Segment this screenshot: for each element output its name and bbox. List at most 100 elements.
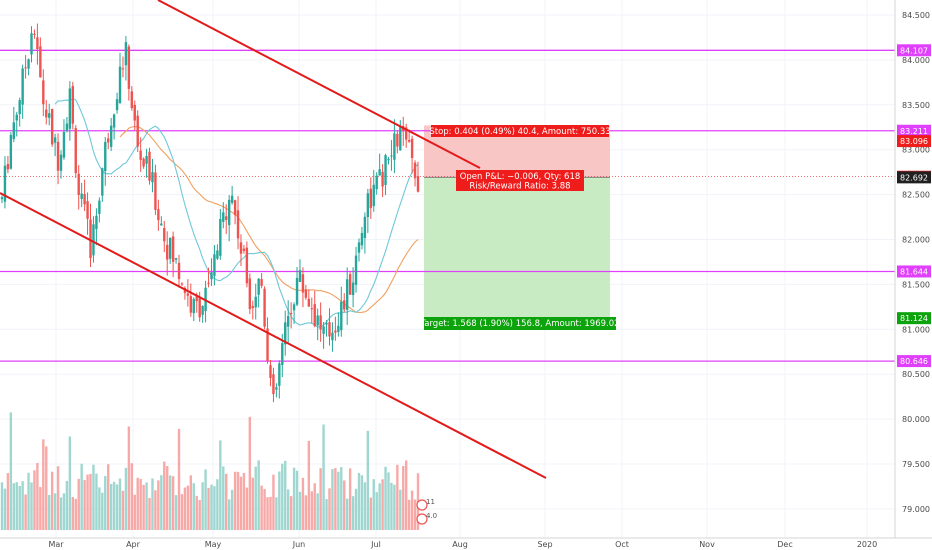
volume-bar [396, 464, 399, 530]
candle-body [98, 200, 101, 214]
candle-body [9, 135, 13, 169]
volume-bar [348, 468, 352, 530]
candle-body [33, 33, 36, 35]
volume-bar [301, 477, 305, 530]
candle-body [77, 173, 80, 195]
volume-bar [0, 482, 4, 530]
candle-body [160, 223, 163, 226]
candle-body [310, 308, 313, 310]
candle-body [112, 114, 116, 128]
volume-bar [89, 473, 92, 530]
candle-body [372, 184, 375, 207]
candle-body [48, 113, 51, 118]
candle-body [68, 88, 72, 129]
volume-bar [74, 498, 77, 530]
event-badges[interactable]: 11 4.0 [416, 498, 437, 525]
volume-bar [275, 497, 278, 530]
candle-body [166, 244, 169, 260]
candle-body [95, 215, 98, 230]
volume-bar [21, 481, 24, 530]
candle-body [74, 128, 77, 174]
candle-body [369, 188, 372, 209]
candle-body [340, 301, 343, 331]
trendlines[interactable] [0, 0, 547, 479]
volume-bar [319, 468, 322, 530]
candle-body [225, 216, 228, 220]
volume-bar [174, 495, 178, 530]
y-tick-labels: 84.500 84.000 83.500 83.000 82.500 82.000 81.5… [902, 11, 930, 514]
volume-bar [142, 484, 145, 530]
candle-body [30, 33, 33, 55]
candle-body [375, 175, 378, 190]
volume-bar [269, 496, 272, 530]
x-tick-label: Mar [48, 540, 64, 549]
candle-body [387, 159, 390, 161]
volume-bar [118, 478, 122, 530]
volume-bar [42, 439, 45, 530]
badge-icon[interactable] [416, 513, 428, 525]
volume-bar [59, 497, 63, 530]
volume-bar [56, 466, 60, 530]
volume-bar [3, 488, 7, 530]
candle-body [168, 237, 172, 259]
y-tick-label: 79.500 [902, 460, 930, 469]
candle-body [157, 209, 160, 221]
x-tick-label: Jul [370, 540, 381, 549]
volume-bar [6, 473, 10, 530]
candle-body [410, 138, 414, 159]
candle-body [399, 125, 402, 151]
level-price-tag [897, 124, 931, 137]
candle-body [233, 200, 237, 216]
volume-bar [410, 490, 414, 530]
candle-body [83, 193, 86, 205]
candle-body [45, 109, 48, 118]
candle-body [62, 131, 66, 158]
candle-body [109, 125, 113, 147]
volume-bar [266, 497, 269, 530]
volume-bar [307, 440, 311, 530]
candle-body [390, 155, 393, 157]
candle-body [295, 277, 299, 305]
volume-bar [198, 499, 201, 530]
volume-bar [227, 499, 231, 530]
candle-body [130, 91, 134, 109]
time-axis[interactable] [0, 537, 932, 550]
volume-bar [245, 487, 249, 530]
candle-body [363, 216, 367, 239]
candle-body [12, 122, 16, 140]
volume-bar [328, 488, 331, 530]
candle-body [86, 201, 89, 219]
volume-bar [104, 476, 107, 530]
candle-body [366, 193, 370, 218]
candle-body [245, 247, 249, 284]
volume-bar [115, 484, 119, 530]
moving-average-line [54, 98, 419, 328]
volume-bar [53, 493, 57, 530]
candle-body [289, 312, 293, 314]
level-price-tag-text: 80.646 [900, 357, 928, 366]
y-tick-label: 83.000 [902, 146, 930, 155]
candle-body [307, 298, 311, 307]
candle-body [56, 141, 60, 171]
volume-bar [281, 463, 284, 530]
target-box-text: Target: 1.568 (1.90%) 156.8, Amount: 196… [419, 319, 619, 329]
volume-bar [124, 467, 128, 530]
candle-body [357, 242, 361, 253]
volume-bar [213, 486, 216, 530]
volume-bar [133, 494, 136, 530]
volume-bar [195, 495, 198, 530]
badge-icon[interactable] [416, 499, 428, 511]
candle-body [24, 67, 27, 69]
candle-body [337, 325, 340, 332]
candle-body [354, 255, 358, 285]
volume-bar [251, 477, 254, 530]
volume-bar [27, 472, 30, 530]
volume-bar [24, 494, 27, 530]
volume-bar [372, 479, 375, 530]
volume-bar [12, 483, 16, 530]
candle-body [92, 224, 95, 256]
candle-body [145, 155, 148, 164]
volume-bar [101, 492, 104, 530]
candle-body [236, 210, 240, 239]
